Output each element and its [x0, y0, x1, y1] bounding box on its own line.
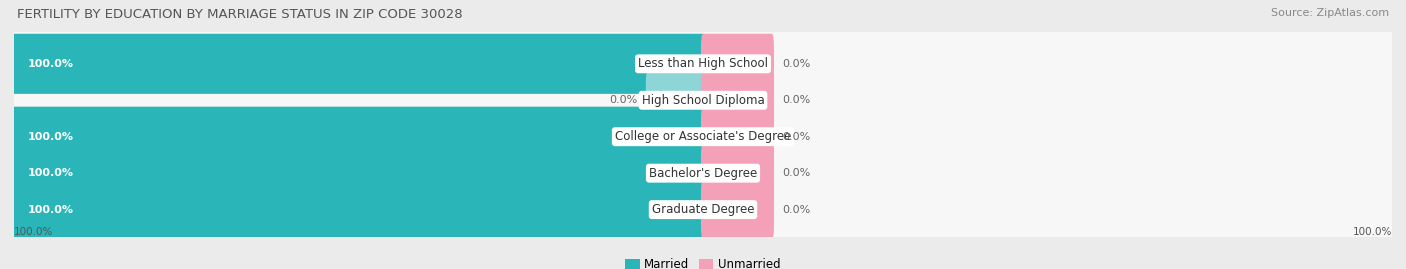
FancyBboxPatch shape	[11, 27, 1395, 100]
Text: 0.0%: 0.0%	[782, 95, 810, 105]
FancyBboxPatch shape	[645, 70, 704, 130]
Text: Graduate Degree: Graduate Degree	[652, 203, 754, 216]
FancyBboxPatch shape	[13, 107, 704, 167]
Text: Source: ZipAtlas.com: Source: ZipAtlas.com	[1271, 8, 1389, 18]
Text: Bachelor's Degree: Bachelor's Degree	[650, 167, 756, 180]
Text: High School Diploma: High School Diploma	[641, 94, 765, 107]
FancyBboxPatch shape	[11, 100, 1395, 173]
Text: 0.0%: 0.0%	[782, 168, 810, 178]
FancyBboxPatch shape	[11, 137, 1395, 210]
FancyBboxPatch shape	[11, 64, 1395, 137]
FancyBboxPatch shape	[13, 143, 704, 203]
FancyBboxPatch shape	[11, 173, 1395, 246]
FancyBboxPatch shape	[13, 180, 704, 240]
Text: Less than High School: Less than High School	[638, 57, 768, 70]
Text: FERTILITY BY EDUCATION BY MARRIAGE STATUS IN ZIP CODE 30028: FERTILITY BY EDUCATION BY MARRIAGE STATU…	[17, 8, 463, 21]
Text: 0.0%: 0.0%	[609, 95, 637, 105]
FancyBboxPatch shape	[702, 180, 773, 240]
Text: 100.0%: 100.0%	[1353, 227, 1392, 237]
Text: 0.0%: 0.0%	[782, 132, 810, 142]
Text: 100.0%: 100.0%	[14, 227, 53, 237]
FancyBboxPatch shape	[702, 70, 773, 130]
Text: 0.0%: 0.0%	[782, 59, 810, 69]
Text: 100.0%: 100.0%	[28, 168, 75, 178]
FancyBboxPatch shape	[702, 143, 773, 203]
Text: 100.0%: 100.0%	[28, 59, 75, 69]
FancyBboxPatch shape	[13, 34, 704, 94]
FancyBboxPatch shape	[702, 107, 773, 167]
Text: 100.0%: 100.0%	[28, 205, 75, 215]
FancyBboxPatch shape	[702, 34, 773, 94]
Text: 100.0%: 100.0%	[28, 132, 75, 142]
Text: College or Associate's Degree: College or Associate's Degree	[614, 130, 792, 143]
Legend: Married, Unmarried: Married, Unmarried	[620, 253, 786, 269]
Text: 0.0%: 0.0%	[782, 205, 810, 215]
